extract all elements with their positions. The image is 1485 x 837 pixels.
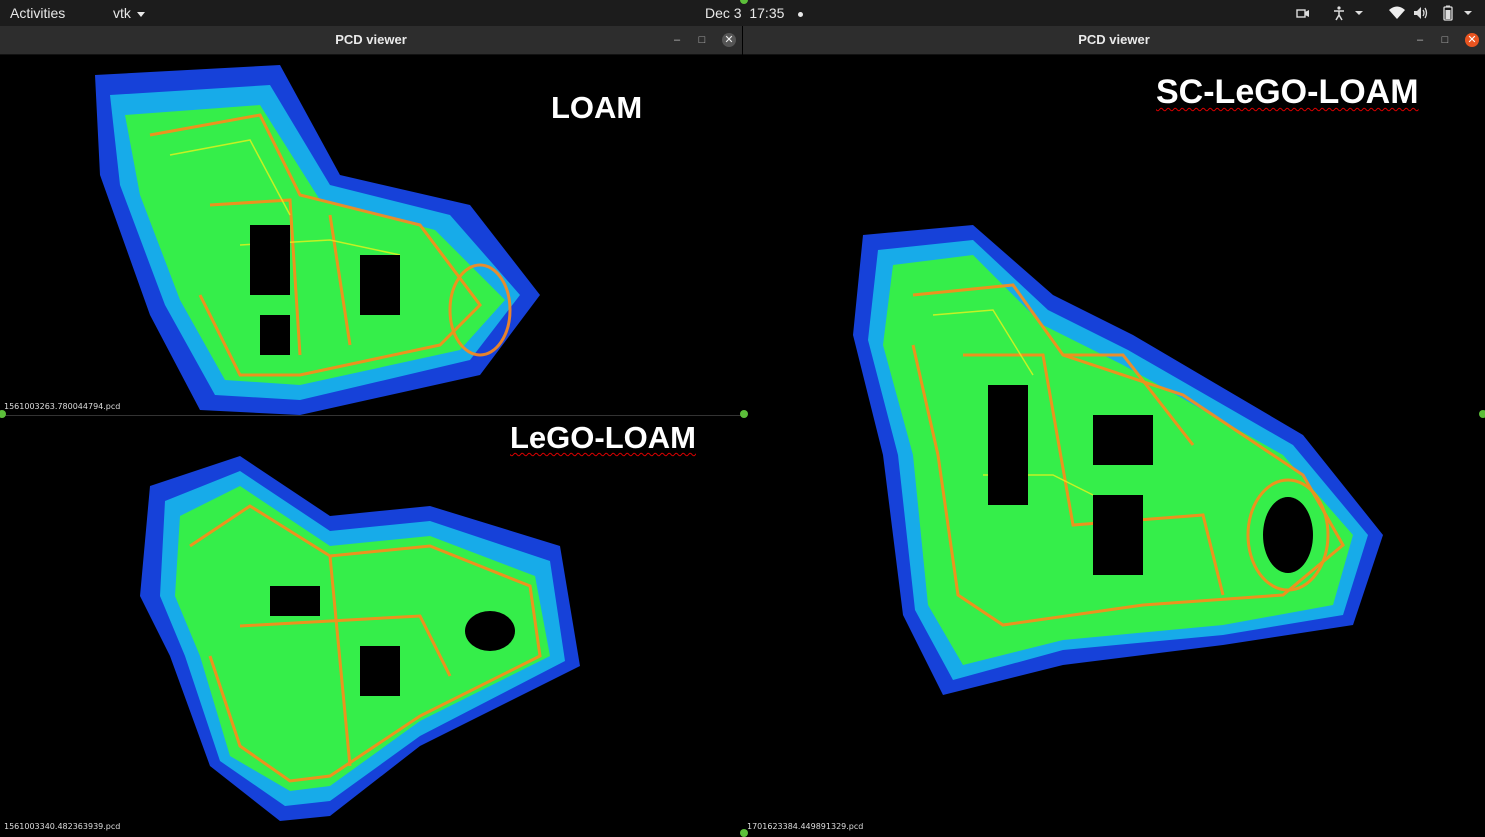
top-bar: Activities vtk Dec 3 17:35 xyxy=(0,0,1485,26)
app-menu[interactable]: vtk xyxy=(113,0,145,26)
system-menu-chevron-icon[interactable] xyxy=(1463,5,1473,21)
pcd-viewer-window-left[interactable]: PCD viewer – □ ✕ xyxy=(0,26,742,835)
close-button[interactable]: ✕ xyxy=(722,33,736,47)
pcd-viewer-window-right[interactable]: PCD viewer – □ ✕ xyxy=(743,26,1485,835)
minimize-button[interactable]: – xyxy=(1416,34,1424,46)
maximize-button[interactable]: □ xyxy=(698,34,706,46)
pcd-filename: 1561003340.482363939.pcd xyxy=(4,822,121,831)
chevron-down-icon[interactable] xyxy=(1354,5,1364,21)
pcd-filename: 1561003263.780044794.pcd xyxy=(4,402,121,411)
window-title: PCD viewer xyxy=(335,32,407,47)
resize-handle-bottom[interactable] xyxy=(740,829,748,837)
point-cloud-map-loam xyxy=(95,65,540,415)
minimize-button[interactable]: – xyxy=(673,34,681,46)
viewport-top[interactable]: LOAM 1561003263.780044794.pcd xyxy=(0,55,742,415)
close-button[interactable]: ✕ xyxy=(1465,33,1479,47)
wifi-icon[interactable] xyxy=(1389,5,1405,21)
viewport-bottom[interactable]: LeGO-LOAM 1561003340.482363939.pcd xyxy=(0,416,742,835)
resize-handle-right[interactable] xyxy=(1479,410,1485,418)
viewport-label: LeGO-LOAM xyxy=(510,420,696,455)
accessibility-icon[interactable] xyxy=(1332,5,1346,21)
split-resize-handle[interactable] xyxy=(740,410,748,418)
viewport-label: LOAM xyxy=(551,90,643,125)
pcd-filename: 1701623384.449891329.pcd xyxy=(747,822,864,831)
viewport-single[interactable]: SC-LeGO-LOAM 1701623384.449891329.pcd xyxy=(743,55,1485,835)
clock-date: Dec 3 xyxy=(705,5,742,21)
resize-handle-left[interactable] xyxy=(0,410,6,418)
viewport-divider xyxy=(0,415,742,416)
window-title: PCD viewer xyxy=(1078,32,1150,47)
maximize-button[interactable]: □ xyxy=(1441,34,1449,46)
screencast-icon[interactable] xyxy=(1296,5,1310,21)
volume-icon[interactable] xyxy=(1413,5,1429,21)
battery-icon[interactable] xyxy=(1442,5,1454,21)
point-cloud-map-sc-lego-loam xyxy=(853,225,1383,695)
resize-handle-top[interactable] xyxy=(740,0,748,4)
clock-time: 17:35 xyxy=(749,5,785,21)
clock[interactable]: Dec 3 17:35 xyxy=(705,0,804,26)
app-menu-label: vtk xyxy=(113,5,131,21)
window-titlebar[interactable]: PCD viewer – □ ✕ xyxy=(743,26,1485,55)
viewport-label: SC-LeGO-LOAM xyxy=(1156,73,1419,111)
point-cloud-map-lego-loam xyxy=(140,456,580,821)
window-titlebar[interactable]: PCD viewer – □ ✕ xyxy=(0,26,742,55)
chevron-down-icon xyxy=(136,11,145,17)
notification-dot-icon xyxy=(798,11,804,17)
activities-button[interactable]: Activities xyxy=(10,5,66,21)
